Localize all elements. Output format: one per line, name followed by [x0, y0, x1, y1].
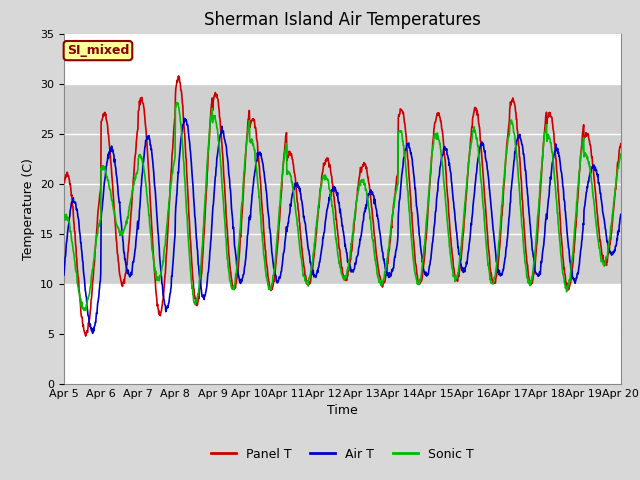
Sonic T [247, 140, 255, 146]
Air T [60, 272, 68, 278]
Legend: Panel T, Air T, Sonic T: Panel T, Air T, Sonic T [206, 443, 479, 466]
Sonic T [429, 141, 437, 147]
Panel T [60, 179, 68, 185]
Sonic T [185, 240, 193, 245]
Sonic T [171, 156, 179, 162]
Panel T [617, 141, 625, 146]
Air T [552, 146, 559, 152]
X-axis label: Time: Time [327, 405, 358, 418]
Air T [502, 244, 510, 250]
Air T [247, 206, 255, 212]
Title: Sherman Island Air Temperatures: Sherman Island Air Temperatures [204, 11, 481, 29]
Line: Air T: Air T [64, 118, 621, 334]
Air T [180, 115, 188, 121]
Panel T [82, 333, 90, 339]
Air T [89, 331, 97, 336]
Line: Sonic T: Sonic T [64, 103, 621, 311]
Air T [617, 212, 625, 217]
Air T [171, 236, 179, 242]
Panel T [185, 206, 193, 212]
Panel T [171, 117, 179, 122]
Bar [64, 84, 621, 284]
Air T [429, 232, 437, 238]
Air T [185, 130, 193, 136]
Sonic T [502, 152, 510, 158]
Text: SI_mixed: SI_mixed [67, 44, 129, 57]
Panel T [247, 118, 255, 124]
Panel T [552, 152, 559, 157]
Sonic T [81, 308, 89, 313]
Sonic T [552, 184, 559, 190]
Y-axis label: Temperature (C): Temperature (C) [22, 158, 35, 260]
Panel T [502, 152, 510, 158]
Line: Panel T: Panel T [64, 76, 621, 336]
Panel T [429, 133, 437, 139]
Panel T [175, 73, 182, 79]
Sonic T [60, 212, 68, 217]
Sonic T [173, 100, 180, 106]
Sonic T [617, 151, 625, 157]
